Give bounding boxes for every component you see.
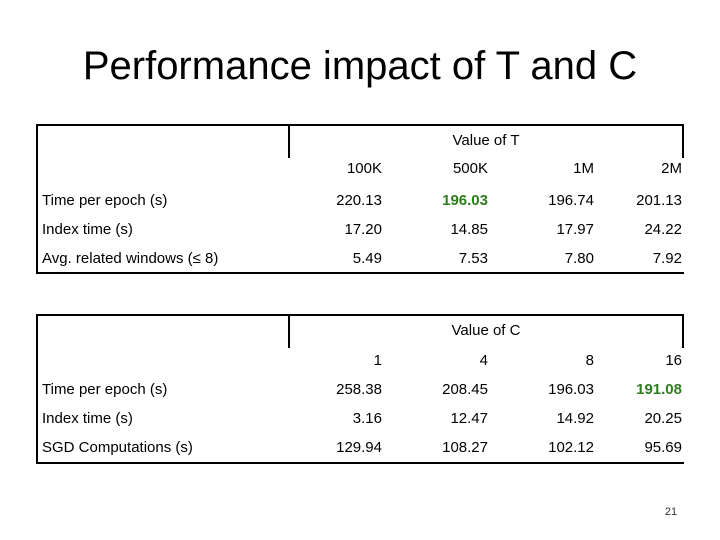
column-header: 500K <box>452 160 488 177</box>
table-t-group-header: Value of T <box>452 132 520 149</box>
column-header: 2M <box>661 160 682 177</box>
table-cell: 17.20 <box>344 221 382 238</box>
table-cell: 12.47 <box>450 410 488 427</box>
table-cell: 14.92 <box>556 410 594 427</box>
table-t-header-row: 100K 500K 1M 2M <box>36 154 684 183</box>
column-header: 100K <box>346 160 382 177</box>
table-c: Value of C 1 4 8 16 Time per epoch (s) 2… <box>36 314 684 464</box>
table-cell: 5.49 <box>352 250 382 267</box>
row-label: Time per epoch (s) <box>42 192 168 209</box>
table-cell: 208.45 <box>442 381 488 398</box>
row-label: Index time (s) <box>42 410 133 427</box>
column-header: 8 <box>585 352 594 369</box>
table-cell: 129.94 <box>336 439 382 456</box>
row-label: SGD Computations (s) <box>42 439 193 456</box>
table-cell: 201.13 <box>636 192 682 209</box>
table-c-group-header: Value of C <box>451 322 521 339</box>
table-cell: 102.12 <box>548 439 594 456</box>
column-header: 1M <box>573 160 594 177</box>
row-label: Index time (s) <box>42 221 133 238</box>
table-row: Time per epoch (s) 220.13 196.03 196.74 … <box>36 186 684 215</box>
row-label: Avg. related windows (≤ 8) <box>42 250 219 267</box>
table-cell: 14.85 <box>450 221 488 238</box>
page-number: 21 <box>664 506 678 518</box>
table-row: Avg. related windows (≤ 8) 5.49 7.53 7.8… <box>36 244 684 273</box>
table-cell-highlight: 191.08 <box>636 381 682 398</box>
table-t: Value of T 100K 500K 1M 2M Time per epoc… <box>36 124 684 274</box>
table-row: SGD Computations (s) 129.94 108.27 102.1… <box>36 433 684 462</box>
slide-title: Performance impact of T and C <box>82 44 638 88</box>
table-cell: 17.97 <box>556 221 594 238</box>
column-header: 1 <box>373 352 382 369</box>
table-cell: 20.25 <box>644 410 682 427</box>
table-row: Index time (s) 17.20 14.85 17.97 24.22 <box>36 215 684 244</box>
table-cell: 7.92 <box>652 250 682 267</box>
table-row: Index time (s) 3.16 12.47 14.92 20.25 <box>36 404 684 433</box>
table-row: Time per epoch (s) 258.38 208.45 196.03 … <box>36 375 684 404</box>
table-cell: 196.74 <box>548 192 594 209</box>
table-cell: 7.80 <box>564 250 594 267</box>
column-header: 4 <box>479 352 488 369</box>
table-cell: 220.13 <box>336 192 382 209</box>
row-label: Time per epoch (s) <box>42 381 168 398</box>
table-cell: 7.53 <box>458 250 488 267</box>
table-cell: 258.38 <box>336 381 382 398</box>
table-cell-highlight: 196.03 <box>442 192 488 209</box>
table-cell: 3.16 <box>352 410 382 427</box>
table-cell: 196.03 <box>548 381 594 398</box>
table-cell: 108.27 <box>442 439 488 456</box>
table-cell: 95.69 <box>644 439 682 456</box>
table-cell: 24.22 <box>644 221 682 238</box>
table-c-header-row: 1 4 8 16 <box>36 346 684 375</box>
column-header: 16 <box>665 352 682 369</box>
